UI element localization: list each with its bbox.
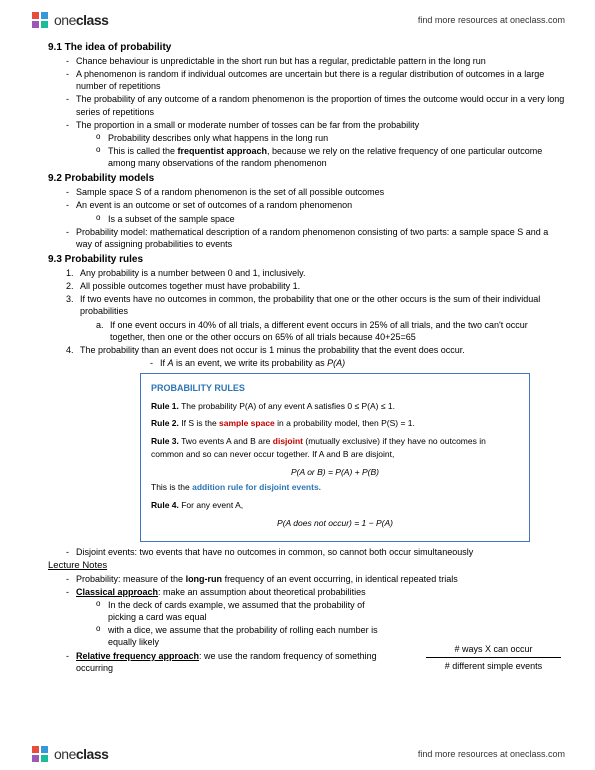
bullet: Relative frequency approach: we use the … <box>66 650 386 674</box>
bullet: Sample space S of a random phenomenon is… <box>66 186 565 198</box>
section-9-1-title: 9.1 The idea of probability <box>48 42 565 53</box>
page-footer: oneclass find more resources at oneclass… <box>0 744 595 764</box>
sub-bullet: Probability describes only what happens … <box>96 132 565 144</box>
list-item: 4.The probability than an event does not… <box>66 344 565 356</box>
logo-icon <box>30 744 50 764</box>
fraction-line <box>426 657 561 658</box>
sub-bullet: with a dice, we assume that the probabil… <box>96 624 386 648</box>
rules-title: PROBABILITY RULES <box>151 382 519 396</box>
sub-bullet: In the deck of cards example, we assumed… <box>96 599 386 623</box>
logo-icon <box>30 10 50 30</box>
sub-bullet: Is a subset of the sample space <box>96 213 565 225</box>
bullet: Chance behaviour is unpredictable in the… <box>66 55 565 67</box>
bullet: The proportion in a small or moderate nu… <box>66 119 565 131</box>
bullet: The probability of any outcome of a rand… <box>66 93 565 117</box>
list-item: a.If one event occurs in 40% of all tria… <box>96 319 565 343</box>
page-header: oneclass find more resources at oneclass… <box>30 10 565 38</box>
footer-link[interactable]: find more resources at oneclass.com <box>418 749 565 759</box>
fraction-denominator: # different simple events <box>426 661 561 671</box>
bullet: A phenomenon is random if individual out… <box>66 68 565 92</box>
formula-disjoint: P(A or B) = P(A) + P(B) <box>151 466 519 479</box>
fraction-box: # ways X can occur # different simple ev… <box>426 644 561 671</box>
bullet: Probability model: mathematical descript… <box>66 226 565 250</box>
sub-note: If A is an event, we write its probabili… <box>150 357 565 369</box>
header-link[interactable]: find more resources at oneclass.com <box>418 15 565 25</box>
section-9-2-title: 9.2 Probability models <box>48 173 565 184</box>
footer-logo: oneclass <box>30 744 108 764</box>
lecture-notes-heading: Lecture Notes <box>48 560 565 571</box>
bullet: Probability: measure of the long-run fre… <box>66 573 565 585</box>
section-9-3-title: 9.3 Probability rules <box>48 254 565 265</box>
sub-bullet: This is called the frequentist approach,… <box>96 145 565 169</box>
fraction-numerator: # ways X can occur <box>426 644 561 654</box>
logo: oneclass <box>30 10 108 30</box>
list-item: 3.If two events have no outcomes in comm… <box>66 293 565 317</box>
logo-text: oneclass <box>54 746 108 762</box>
bullet: An event is an outcome or set of outcome… <box>66 199 565 211</box>
bullet: Classical approach: make an assumption a… <box>66 586 565 598</box>
probability-rules-box: PROBABILITY RULES Rule 1. The probabilit… <box>140 373 530 542</box>
list-item: 2.All possible outcomes together must ha… <box>66 280 565 292</box>
list-item: 1.Any probability is a number between 0 … <box>66 267 565 279</box>
bullet: Disjoint events: two events that have no… <box>66 546 565 558</box>
formula-complement: P(A does not occur) = 1 − P(A) <box>151 517 519 530</box>
logo-text: oneclass <box>54 12 108 28</box>
